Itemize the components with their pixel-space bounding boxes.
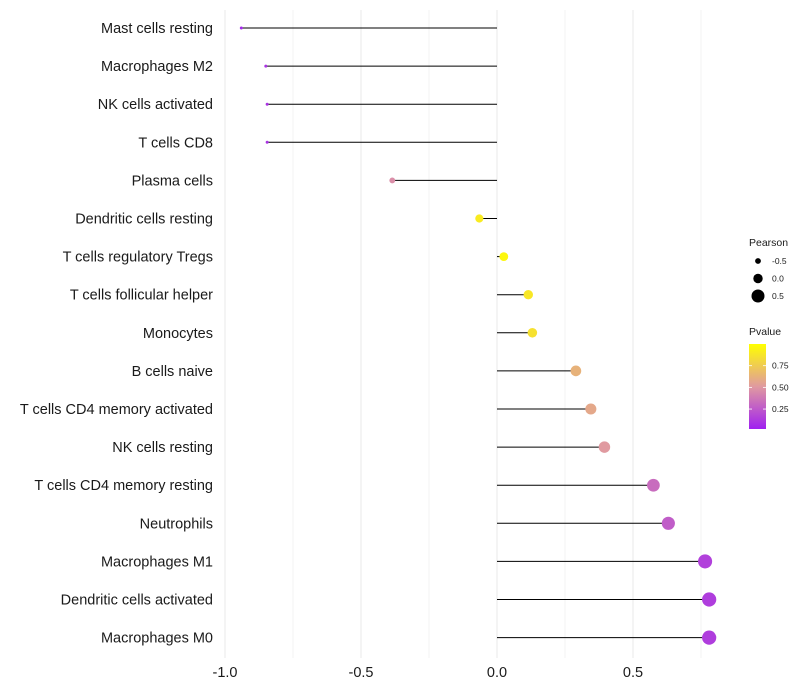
lollipop-point xyxy=(265,102,269,106)
lollipop-point xyxy=(523,289,533,300)
color-legend-title: Pvalue xyxy=(749,326,781,338)
category-label: Neutrophils xyxy=(140,516,213,532)
pearson-size-legend: Pearson -0.5 0.0 0.5 xyxy=(749,237,788,303)
lollipop-point xyxy=(265,140,269,144)
category-label: T cells CD4 memory resting xyxy=(34,478,213,494)
color-legend-bar xyxy=(749,344,766,429)
lollipop-point xyxy=(475,214,484,223)
category-label: T cells CD4 memory activated xyxy=(20,402,213,418)
lollipop-point xyxy=(698,554,713,569)
size-legend-key xyxy=(755,258,761,264)
category-label: Monocytes xyxy=(143,326,213,342)
size-legend-title: Pearson xyxy=(749,237,788,249)
lollipop-point xyxy=(702,592,717,607)
lollipop-point xyxy=(702,630,717,645)
size-legend-label: 0.5 xyxy=(772,291,784,301)
category-label: T cells follicular helper xyxy=(70,288,213,304)
category-label: Mast cells resting xyxy=(101,21,213,37)
y-axis-labels: Mast cells resting Macrophages M2 NK cells… xyxy=(20,21,213,647)
x-tick-label: -1.0 xyxy=(213,665,238,681)
lollipop-point xyxy=(264,64,268,68)
stem-layer xyxy=(241,27,710,639)
lollipop-point xyxy=(647,478,660,492)
category-label: NK cells resting xyxy=(112,440,213,456)
x-axis-tick-labels: -1.0 -0.5 0.0 0.5 xyxy=(213,665,644,681)
size-legend-key xyxy=(753,273,763,284)
lollipop-point xyxy=(239,26,243,30)
category-label: Macrophages M1 xyxy=(101,554,213,570)
category-label: T cells regulatory Tregs xyxy=(63,250,213,266)
lollipop-point xyxy=(499,252,509,261)
category-label: Macrophages M2 xyxy=(101,59,213,75)
point-layer xyxy=(239,26,717,645)
category-label: Dendritic cells activated xyxy=(61,593,213,609)
category-label: Plasma cells xyxy=(132,173,213,189)
color-legend-label: 0.75 xyxy=(772,361,789,371)
category-label: NK cells activated xyxy=(98,97,213,113)
color-legend-label: 0.50 xyxy=(772,382,789,392)
lollipop-point xyxy=(598,441,611,453)
lollipop-point xyxy=(527,328,538,338)
category-label: B cells naive xyxy=(132,364,213,380)
pvalue-color-legend: Pvalue 0.75 0.50 0.25 xyxy=(749,326,789,429)
lollipop-point xyxy=(661,516,675,530)
lollipop-point xyxy=(570,365,582,377)
size-legend-key xyxy=(751,289,765,303)
lollipop-point xyxy=(585,403,597,415)
color-legend-label: 0.25 xyxy=(772,404,789,414)
size-legend-label: -0.5 xyxy=(772,256,787,266)
x-tick-label: 0.5 xyxy=(623,665,643,681)
x-tick-label: -0.5 xyxy=(349,665,374,681)
grid-layer xyxy=(224,10,702,658)
x-tick-label: 0.0 xyxy=(487,665,507,681)
lollipop-point xyxy=(389,177,396,184)
category-label: T cells CD8 xyxy=(138,135,213,151)
category-label: Dendritic cells resting xyxy=(75,212,213,228)
category-label: Macrophages M0 xyxy=(101,631,213,647)
size-legend-label: 0.0 xyxy=(772,274,784,284)
